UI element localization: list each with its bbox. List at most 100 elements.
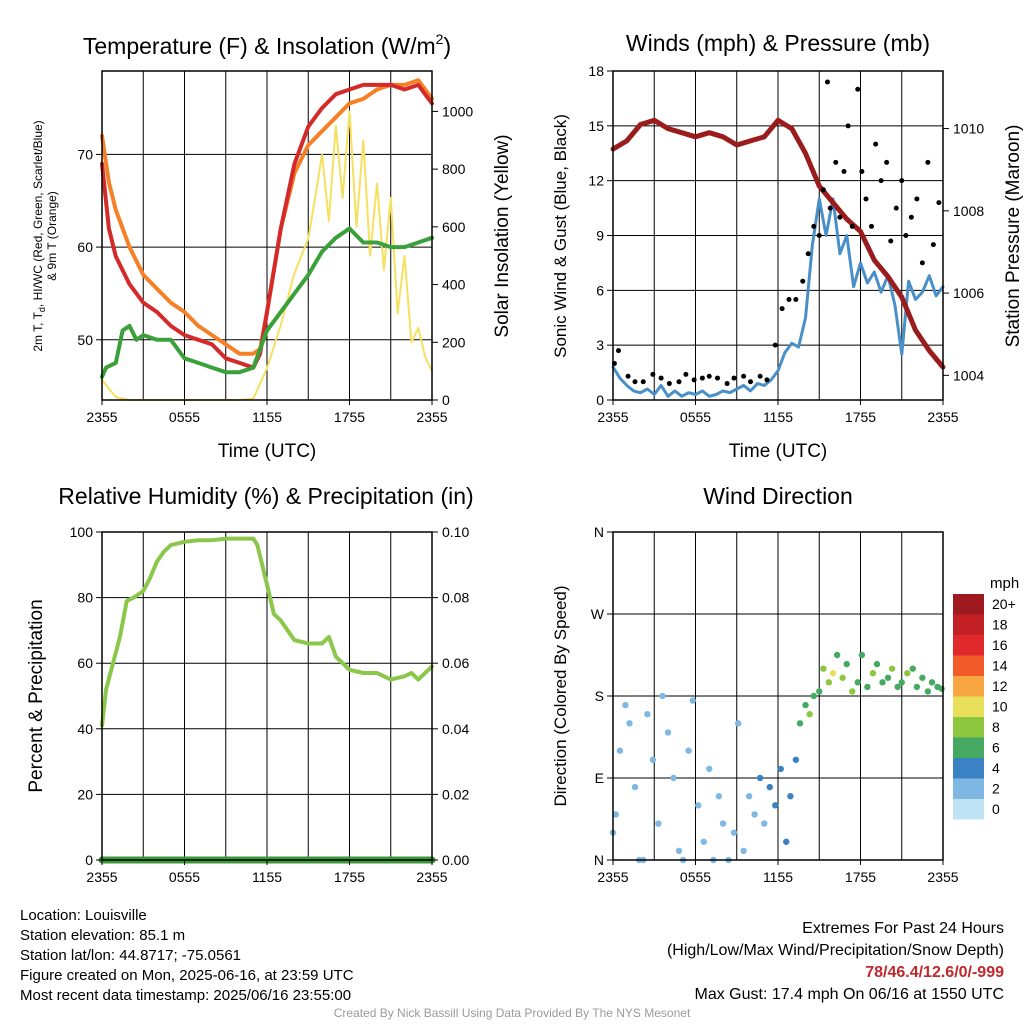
legend-swatch (953, 737, 984, 758)
legend-swatch (953, 594, 984, 615)
gust-point (805, 251, 811, 257)
legend-swatch (953, 758, 984, 779)
gust-point (825, 79, 830, 85)
direction-point (616, 747, 624, 754)
direction-point (777, 765, 784, 773)
direction-point (825, 679, 833, 686)
direction-point (766, 783, 773, 791)
direction-point (924, 688, 932, 695)
y-tick-label: 18 (588, 63, 604, 79)
dewpoint-line (100, 226, 434, 379)
gust-point (849, 223, 855, 229)
direction-point (685, 747, 692, 754)
x-tick-label: 2355 (597, 869, 628, 885)
gust-point (811, 223, 817, 229)
y-tick-label: E (595, 770, 604, 786)
direction-point (919, 674, 926, 681)
y2-tick-label: 1010 (953, 121, 984, 137)
legend-label: 12 (992, 678, 1008, 694)
temperature-panel: Temperature (F) & Insolation (W/m2) 2355… (31, 31, 513, 462)
wind-panel: Winds (mph) & Pressure (mb) 2355 0555 1155… (551, 30, 1024, 462)
direction-point (751, 811, 758, 818)
y-tick-label: 100 (70, 524, 94, 540)
gust-point (816, 233, 822, 238)
y-tick-label: N (594, 852, 604, 868)
direction-point (787, 793, 794, 800)
direction-point (820, 665, 827, 672)
direction-point (649, 756, 657, 763)
direction-point (756, 774, 764, 782)
legend-title: mph (990, 575, 1019, 592)
gust-point (724, 381, 730, 387)
direction-point (806, 711, 813, 718)
y2-tick-label: 0.08 (442, 590, 469, 606)
direction-point (858, 651, 866, 659)
direction-point (849, 688, 856, 695)
gust-point (793, 296, 799, 302)
gust-point (683, 371, 689, 377)
dir-series (609, 651, 945, 864)
gust-point (764, 377, 770, 383)
direction-point (715, 793, 723, 800)
gust-point (919, 260, 925, 266)
gust-point (878, 178, 884, 184)
rh-ylabel: Percent & Precipitation (26, 599, 47, 792)
x-tick-label: 0555 (680, 869, 711, 885)
gust-point (899, 178, 905, 184)
direction-point (730, 829, 738, 836)
y2-tick-label: 1004 (953, 367, 984, 383)
direction-point (864, 683, 871, 691)
direction-point (802, 701, 809, 709)
direction-point (829, 670, 837, 677)
x-tick-label: 1155 (252, 869, 282, 885)
y-tick-label: 0 (85, 852, 93, 868)
gust-point (632, 379, 638, 385)
credit-line: Created By Nick Bassill Using Data Provi… (333, 1006, 691, 1020)
gust-point (833, 159, 839, 165)
extremes-title: Extremes For Past 24 Hours (802, 920, 1004, 937)
legend-label: 6 (992, 740, 1000, 756)
direction-point (938, 685, 945, 692)
direction-point (719, 820, 727, 827)
gust-point (699, 375, 705, 381)
wind-xlabel: Time (UTC) (729, 441, 828, 462)
dir-title: Wind Direction (703, 483, 853, 509)
direction-point (928, 679, 936, 686)
direction-point (854, 679, 861, 686)
rh-title: Relative Humidity (%) & Precipitation (i… (58, 483, 473, 509)
gust-point (650, 371, 656, 377)
gust-point (800, 278, 806, 284)
rh-grid (102, 532, 432, 860)
x-tick-label: 2355 (927, 409, 958, 425)
direction-point (783, 838, 790, 845)
x-tick-label: 2355 (416, 869, 447, 885)
x-tick-label: 2355 (597, 409, 628, 425)
legend-label: 4 (992, 760, 1000, 776)
x-tick-label: 1155 (763, 409, 793, 425)
x-tick-label: 1755 (845, 869, 876, 885)
gust-point (925, 159, 931, 165)
legend-label: 10 (992, 699, 1008, 715)
direction-point (873, 660, 881, 668)
direction-point (839, 674, 846, 681)
gust-point (936, 200, 942, 206)
gust-point (908, 214, 914, 220)
x-tick-label: 1755 (845, 409, 876, 425)
y-tick-label: 12 (588, 173, 604, 189)
temp-title: Temperature (F) & Insolation (W/m2) (83, 31, 451, 59)
gust-point (903, 233, 909, 238)
direction-point (745, 793, 753, 800)
y2-tick-label: 0.04 (442, 721, 469, 737)
gust-point (640, 379, 646, 385)
station-pressure-line (610, 117, 946, 370)
gust-point (748, 379, 753, 385)
direction-point (631, 783, 639, 791)
wind-title: Winds (mph) & Pressure (mb) (626, 30, 930, 56)
gust-point (893, 205, 899, 211)
x-tick-label: 1755 (334, 409, 365, 425)
direction-point (670, 774, 677, 782)
direction-point (772, 802, 779, 809)
y-tick-label: 0 (596, 392, 604, 408)
wind-series (610, 79, 946, 398)
